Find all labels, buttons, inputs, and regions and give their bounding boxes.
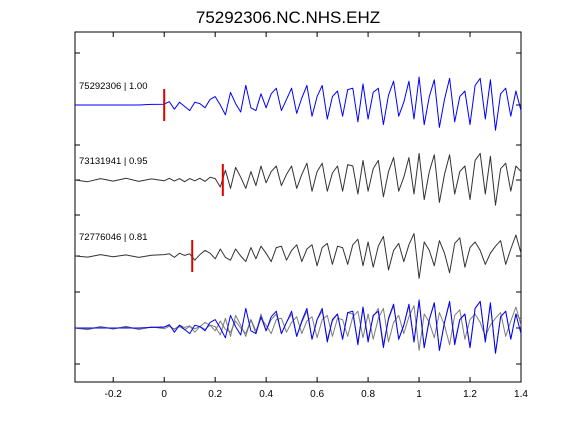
x-tick-label: -0.2 bbox=[105, 389, 123, 400]
trace-label-72776046: 72776046 | 0.81 bbox=[79, 232, 148, 243]
x-tick-label: 1.4 bbox=[514, 389, 528, 400]
overlay-trace-72776046 bbox=[74, 305, 522, 351]
plot-area: -0.2 0 0.2 0.4 0.6 0.8 1 1.2 1.4 75292306 | 1.00 7… bbox=[74, 31, 528, 400]
x-tick-label: 0.4 bbox=[259, 389, 273, 400]
x-tick-label: 0.2 bbox=[208, 389, 222, 400]
x-tick-label: 0.8 bbox=[361, 389, 375, 400]
x-tick-label: 0.6 bbox=[310, 389, 324, 400]
chart-title: 75292306.NC.NHS.EHZ bbox=[196, 8, 380, 27]
x-tick-label: 0 bbox=[161, 389, 167, 400]
trace-label-75292306: 75292306 | 1.00 bbox=[79, 81, 148, 92]
axes-frame bbox=[74, 31, 522, 383]
x-tick-label: 1.2 bbox=[463, 389, 477, 400]
trace-line-75292306 bbox=[75, 76, 522, 131]
overlay-trace-75292306 bbox=[75, 299, 522, 354]
x-tick-label: 1 bbox=[416, 389, 422, 400]
trace-label-73131941: 73131941 | 0.95 bbox=[79, 156, 148, 167]
trace-line-73131941 bbox=[74, 152, 522, 206]
trace-line-72776046 bbox=[74, 233, 522, 279]
